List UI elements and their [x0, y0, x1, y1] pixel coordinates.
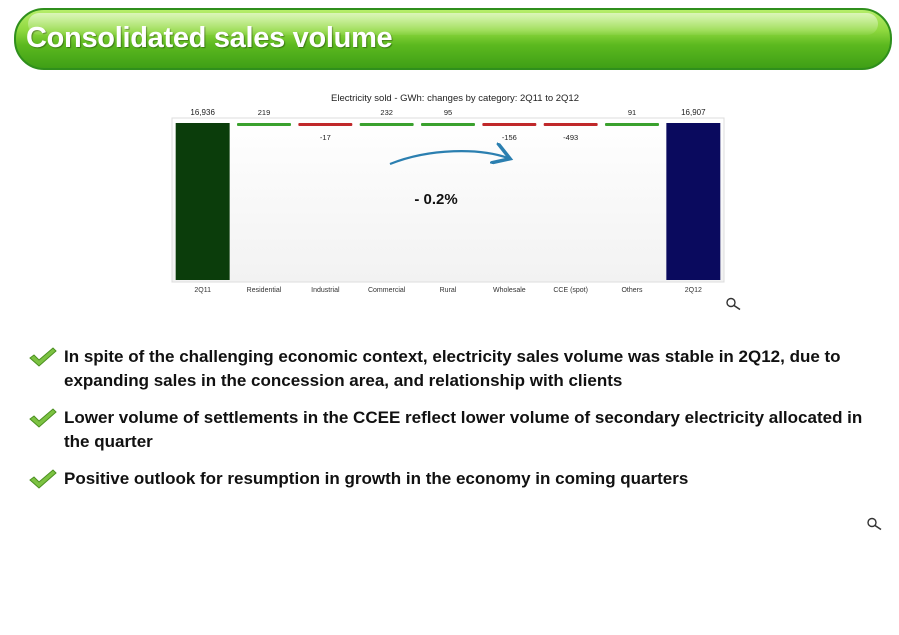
bar-wholesale [482, 123, 537, 126]
tick-label-others: Others [621, 287, 643, 294]
bar-rural [421, 123, 475, 126]
bullet-item: Positive outlook for resumption in growt… [28, 467, 878, 491]
magnifier-icon[interactable] [725, 297, 743, 311]
bar-cce-spot [543, 123, 598, 126]
data-label-2q12: 16,907 [681, 108, 706, 117]
data-label-commercial: 232 [380, 108, 393, 117]
data-label-others: 91 [628, 108, 636, 117]
bar-commercial [359, 123, 414, 126]
chart-title: Electricity sold - GWh: changes by categ… [331, 93, 579, 104]
magnifier-icon[interactable] [866, 517, 884, 531]
tick-label-2q11: 2Q11 [194, 287, 211, 294]
bar-2q12 [666, 123, 721, 280]
tick-label-2q12: 2Q12 [685, 287, 702, 294]
change-annotation: - 0.2% [414, 191, 457, 208]
data-label-residential: 219 [258, 108, 271, 117]
tick-label-rural: Rural [440, 287, 457, 294]
bar-industrial [298, 123, 353, 126]
checkmark-icon [29, 469, 57, 489]
page-title: Consolidated sales volume [26, 22, 393, 54]
bullet-text: In spite of the challenging economic con… [64, 347, 841, 390]
data-label-cce-spot: -493 [563, 133, 578, 142]
bullet-text: Positive outlook for resumption in growt… [64, 469, 689, 488]
checkmark-icon [29, 408, 57, 428]
tick-label-cce-spot: CCE (spot) [553, 287, 588, 294]
waterfall-chart-svg: Electricity sold - GWh: changes by categ… [171, 93, 725, 294]
plot-area [171, 117, 725, 283]
bar-others [605, 123, 659, 126]
data-label-industrial: -17 [320, 133, 331, 142]
bullet-item: Lower volume of settlements in the CCEE … [28, 406, 878, 454]
bullet-list: In spite of the challenging economic con… [28, 345, 878, 504]
bar-residential [237, 123, 291, 126]
bullet-item: In spite of the challenging economic con… [28, 345, 878, 393]
tick-label-wholesale: Wholesale [493, 287, 526, 294]
data-label-wholesale: -156 [502, 133, 517, 142]
tick-label-industrial: Industrial [311, 287, 340, 294]
tick-label-residential: Residential [247, 287, 282, 294]
checkmark-icon [29, 347, 57, 367]
data-label-rural: 95 [444, 108, 452, 117]
chart: Electricity sold - GWh: changes by categ… [160, 86, 750, 306]
data-label-2q11: 16,936 [190, 108, 215, 117]
tick-label-commercial: Commercial [368, 287, 406, 294]
bar-2q11 [175, 123, 230, 280]
title-banner: Consolidated sales volume [14, 8, 892, 70]
trend-arrow [389, 151, 508, 166]
bullet-text: Lower volume of settlements in the CCEE … [64, 408, 863, 451]
